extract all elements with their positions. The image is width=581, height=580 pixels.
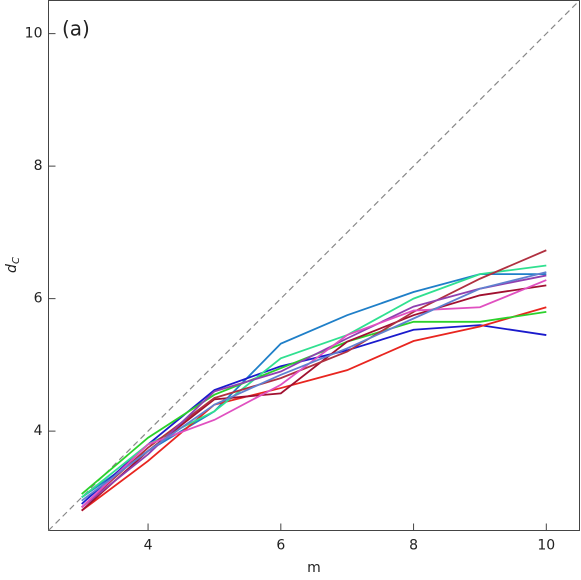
y-label-subscript: C [11, 257, 22, 264]
y-tick-label: 6 [34, 291, 43, 307]
y-tick-label: 4 [34, 423, 43, 439]
series-line [81, 271, 547, 502]
plot-frame [48, 0, 580, 531]
panel-label: (a) [62, 17, 90, 41]
series-line [81, 274, 547, 509]
x-tick-label: 4 [144, 538, 153, 554]
series-line [81, 310, 547, 495]
series-line [81, 264, 547, 499]
series-line [81, 279, 547, 508]
x-tick-label: 6 [276, 538, 285, 554]
diagonal-reference [48, 0, 580, 531]
series-line [81, 284, 547, 512]
y-label-main: d [4, 264, 20, 273]
series-line [81, 324, 547, 505]
series-line [81, 306, 547, 512]
y-axis-label: dC [4, 257, 22, 273]
y-tick-label: 10 [25, 26, 43, 42]
x-tick-label: 8 [409, 538, 418, 554]
y-tick-label: 8 [34, 158, 43, 174]
x-tick-label: 10 [537, 538, 555, 554]
x-axis-label: m [307, 560, 321, 576]
